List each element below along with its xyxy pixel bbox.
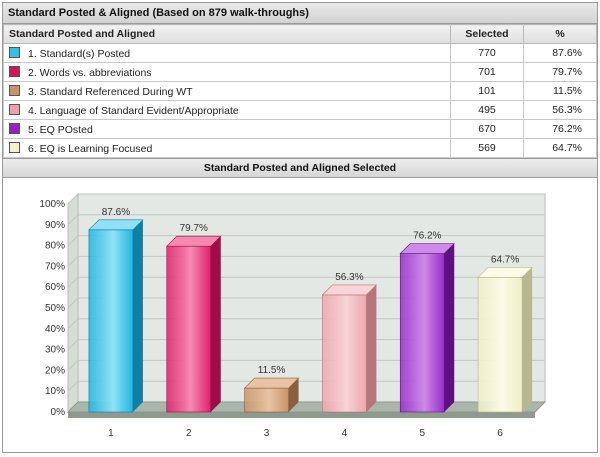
row-selected: 495 <box>450 100 524 120</box>
row-percent: 64.7% <box>523 138 597 158</box>
legend-swatch <box>9 65 20 77</box>
table-row: 4. Language of Standard Evident/Appropri… <box>3 100 597 120</box>
y-tick-label: 60% <box>45 282 65 293</box>
row-label: 6. EQ is Learning Focused <box>28 142 153 155</box>
bar-side <box>132 219 143 412</box>
gridline <box>67 214 545 226</box>
y-tick-label: 20% <box>45 365 65 376</box>
panel-title: Standard Posted & Aligned (Based on 879 … <box>3 3 597 24</box>
header-selected: Selected <box>450 24 524 44</box>
row-label-cell: 5. EQ POsted <box>3 119 451 139</box>
gridline <box>67 359 545 371</box>
bar <box>88 229 134 413</box>
row-label: 5. EQ POsted <box>28 123 93 136</box>
legend-swatch <box>9 141 20 153</box>
y-tick-label: 30% <box>45 345 65 356</box>
row-label: 2. Words vs. abbreviations <box>28 66 152 79</box>
chart-title: Standard Posted and Aligned Selected <box>3 158 597 178</box>
data-label: 11.5% <box>258 365 286 376</box>
x-tick-label: 2 <box>186 428 192 439</box>
bar <box>244 387 289 413</box>
x-tick-label: 5 <box>419 428 425 439</box>
gridline <box>67 255 545 267</box>
row-selected: 101 <box>450 81 524 101</box>
row-label: 3. Standard Referenced During WT <box>28 85 193 98</box>
row-selected: 770 <box>450 43 524 63</box>
data-label: 76.2% <box>413 231 441 242</box>
bar-top <box>166 235 222 247</box>
row-percent: 56.3% <box>523 100 597 120</box>
y-tick-label: 90% <box>45 220 65 231</box>
row-selected: 670 <box>450 119 524 139</box>
row-percent: 79.7% <box>523 62 597 82</box>
row-percent: 87.6% <box>523 43 597 63</box>
table-row: 3. Standard Referenced During WT 101 11.5% <box>3 81 597 101</box>
x-tick-label: 3 <box>264 428 270 439</box>
data-label: 79.7% <box>180 223 208 234</box>
x-tick-label: 4 <box>342 428 348 439</box>
table-row: 2. Words vs. abbreviations 701 79.7% <box>3 62 597 82</box>
bar <box>399 253 445 413</box>
table-body: 1. Standard(s) Posted 770 87.6% 2. Words vs… <box>3 43 597 158</box>
bar-chart: 0% 10% 20% 30% 40% 50% 60% 70% 80% 90% 100% 87.6% 1… <box>39 192 547 439</box>
bar-side <box>210 236 221 412</box>
gridline <box>67 339 545 350</box>
table-row: 6. EQ is Learning Focused 569 64.7% <box>3 138 597 158</box>
gridline <box>67 297 545 309</box>
summary-table: Standard Posted and Aligned Selected % 1… <box>3 24 597 158</box>
bar <box>477 277 523 413</box>
y-tick-label: 10% <box>45 386 65 397</box>
legend-swatch <box>9 84 20 96</box>
bar-top <box>321 284 378 296</box>
row-label: 1. Standard(s) Posted <box>28 47 131 60</box>
bar-top <box>399 243 455 254</box>
row-label-cell: 2. Words vs. abbreviations <box>3 62 451 82</box>
table-row: 1. Standard(s) Posted 770 87.6% <box>3 43 597 63</box>
bar-side <box>522 267 533 412</box>
gridline <box>67 276 545 288</box>
row-label: 4. Language of Standard Evident/Appropri… <box>28 104 239 117</box>
row-percent: 11.5% <box>523 81 597 101</box>
row-label-cell: 4. Language of Standard Evident/Appropri… <box>3 100 451 120</box>
y-tick-label: 40% <box>45 324 65 335</box>
y-tick-label: 80% <box>45 241 65 252</box>
bar <box>166 245 212 413</box>
chart-floor-edge <box>68 412 535 418</box>
x-tick-label: 6 <box>497 428 503 439</box>
table-header-row: Standard Posted and Aligned Selected % <box>3 24 597 44</box>
row-label-cell: 3. Standard Referenced During WT <box>3 81 451 101</box>
bar-side <box>444 243 455 412</box>
legend-swatch <box>9 122 20 134</box>
legend-swatch <box>9 46 20 58</box>
gridline <box>67 318 545 330</box>
row-percent: 76.2% <box>523 119 597 139</box>
row-label-cell: 6. EQ is Learning Focused <box>3 138 451 158</box>
legend-swatch <box>9 103 20 115</box>
row-label-cell: 1. Standard(s) Posted <box>3 43 451 63</box>
bar-top <box>243 377 300 389</box>
table-row: 5. EQ POsted 670 76.2% <box>3 119 597 139</box>
bar-side <box>288 378 299 412</box>
gridline <box>67 235 545 246</box>
data-label: 87.6% <box>102 207 130 218</box>
row-selected: 701 <box>450 62 524 82</box>
y-tick-label: 100% <box>39 199 65 210</box>
y-tick-label: 70% <box>45 261 65 272</box>
data-label: 56.3% <box>335 272 363 283</box>
y-tick-label: 0% <box>51 407 66 418</box>
gridline <box>67 380 545 392</box>
data-label: 64.7% <box>491 254 519 265</box>
header-percent: % <box>523 24 597 44</box>
x-tick-label: 1 <box>108 428 114 439</box>
bar-top <box>88 219 144 231</box>
y-tick-label: 50% <box>45 303 65 314</box>
gridline <box>67 193 545 205</box>
row-selected: 569 <box>450 138 524 158</box>
bar-top <box>477 267 533 278</box>
bar-side <box>366 284 377 412</box>
header-item: Standard Posted and Aligned <box>3 24 451 44</box>
bar <box>322 294 367 413</box>
